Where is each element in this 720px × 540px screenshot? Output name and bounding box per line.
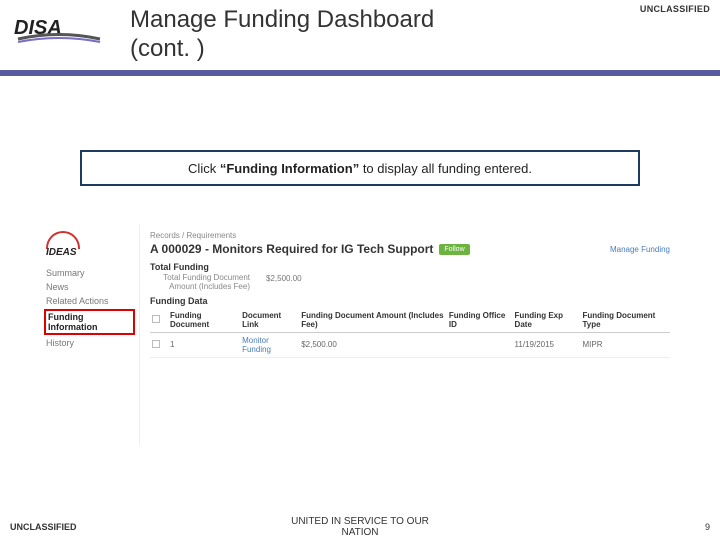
app-screenshot: IDEAS Summary News Related Actions Fundi…	[40, 225, 680, 445]
sidebar-item-funding-information[interactable]: Funding Information	[44, 309, 135, 335]
page-title: Manage Funding Dashboard (cont. )	[130, 6, 434, 64]
cell-funding-document: 1	[168, 332, 240, 357]
sidebar-item-summary[interactable]: Summary	[46, 266, 133, 280]
col-exp-date: Funding Exp Date	[513, 308, 581, 333]
instruction-suffix: to display all funding entered.	[359, 161, 532, 176]
classification-top: UNCLASSIFIED	[640, 4, 710, 14]
checkbox-icon[interactable]	[152, 340, 160, 348]
cell-amount: $2,500.00	[299, 332, 447, 357]
sidebar-list: Summary News Related Actions Funding Inf…	[46, 266, 133, 350]
instruction-bold: “Funding Information”	[220, 161, 359, 176]
main-content: Records / Requirements A 000029 - Monito…	[140, 225, 680, 445]
col-checkbox	[150, 308, 168, 333]
breadcrumb[interactable]: Records / Requirements	[150, 231, 670, 240]
page-number: 9	[705, 522, 710, 532]
sidebar-item-news[interactable]: News	[46, 280, 133, 294]
ideas-logo: IDEAS	[46, 231, 133, 258]
col-funding-document: Funding Document	[168, 308, 240, 333]
requirement-sep: -	[202, 242, 213, 256]
manage-funding-link[interactable]: Manage Funding	[610, 245, 670, 254]
follow-button[interactable]: Follow	[439, 244, 469, 255]
table-row[interactable]: 1 Monitor Funding $2,500.00 11/19/2015 M…	[150, 332, 670, 357]
instruction-prefix: Click	[188, 161, 220, 176]
sidebar-item-history[interactable]: History	[46, 336, 133, 350]
col-amount: Funding Document Amount (Includes Fee)	[299, 308, 447, 333]
total-funding-value: $2,500.00	[266, 274, 302, 292]
col-office-id: Funding Office ID	[447, 308, 513, 333]
cell-office-id	[447, 332, 513, 357]
col-doc-type: Funding Document Type	[580, 308, 670, 333]
page-title-line1: Manage Funding Dashboard	[130, 6, 434, 35]
requirement-title: Monitors Required for IG Tech Support	[212, 242, 433, 256]
col-document-link: Document Link	[240, 308, 299, 333]
disa-logo: DISA	[14, 12, 104, 46]
sidebar: IDEAS Summary News Related Actions Fundi…	[40, 225, 140, 445]
funding-data-heading: Funding Data	[150, 296, 670, 306]
footer-motto: UNITED IN SERVICE TO OURNATION	[0, 516, 720, 538]
checkbox-icon[interactable]	[152, 315, 160, 323]
cell-exp-date: 11/19/2015	[513, 332, 581, 357]
header-bar	[0, 70, 720, 76]
total-funding-heading: Total Funding	[150, 262, 670, 272]
page-title-line2: (cont. )	[130, 35, 434, 64]
requirement-id: A 000029	[150, 242, 202, 256]
funding-table: Funding Document Document Link Funding D…	[150, 308, 670, 358]
cell-document-link[interactable]: Monitor Funding	[240, 332, 299, 357]
sidebar-item-related-actions[interactable]: Related Actions	[46, 294, 133, 308]
instruction-box: Click “Funding Information” to display a…	[80, 150, 640, 186]
cell-doc-type: MIPR	[580, 332, 670, 357]
total-funding-label: Total Funding Document Amount (Includes …	[150, 274, 250, 292]
